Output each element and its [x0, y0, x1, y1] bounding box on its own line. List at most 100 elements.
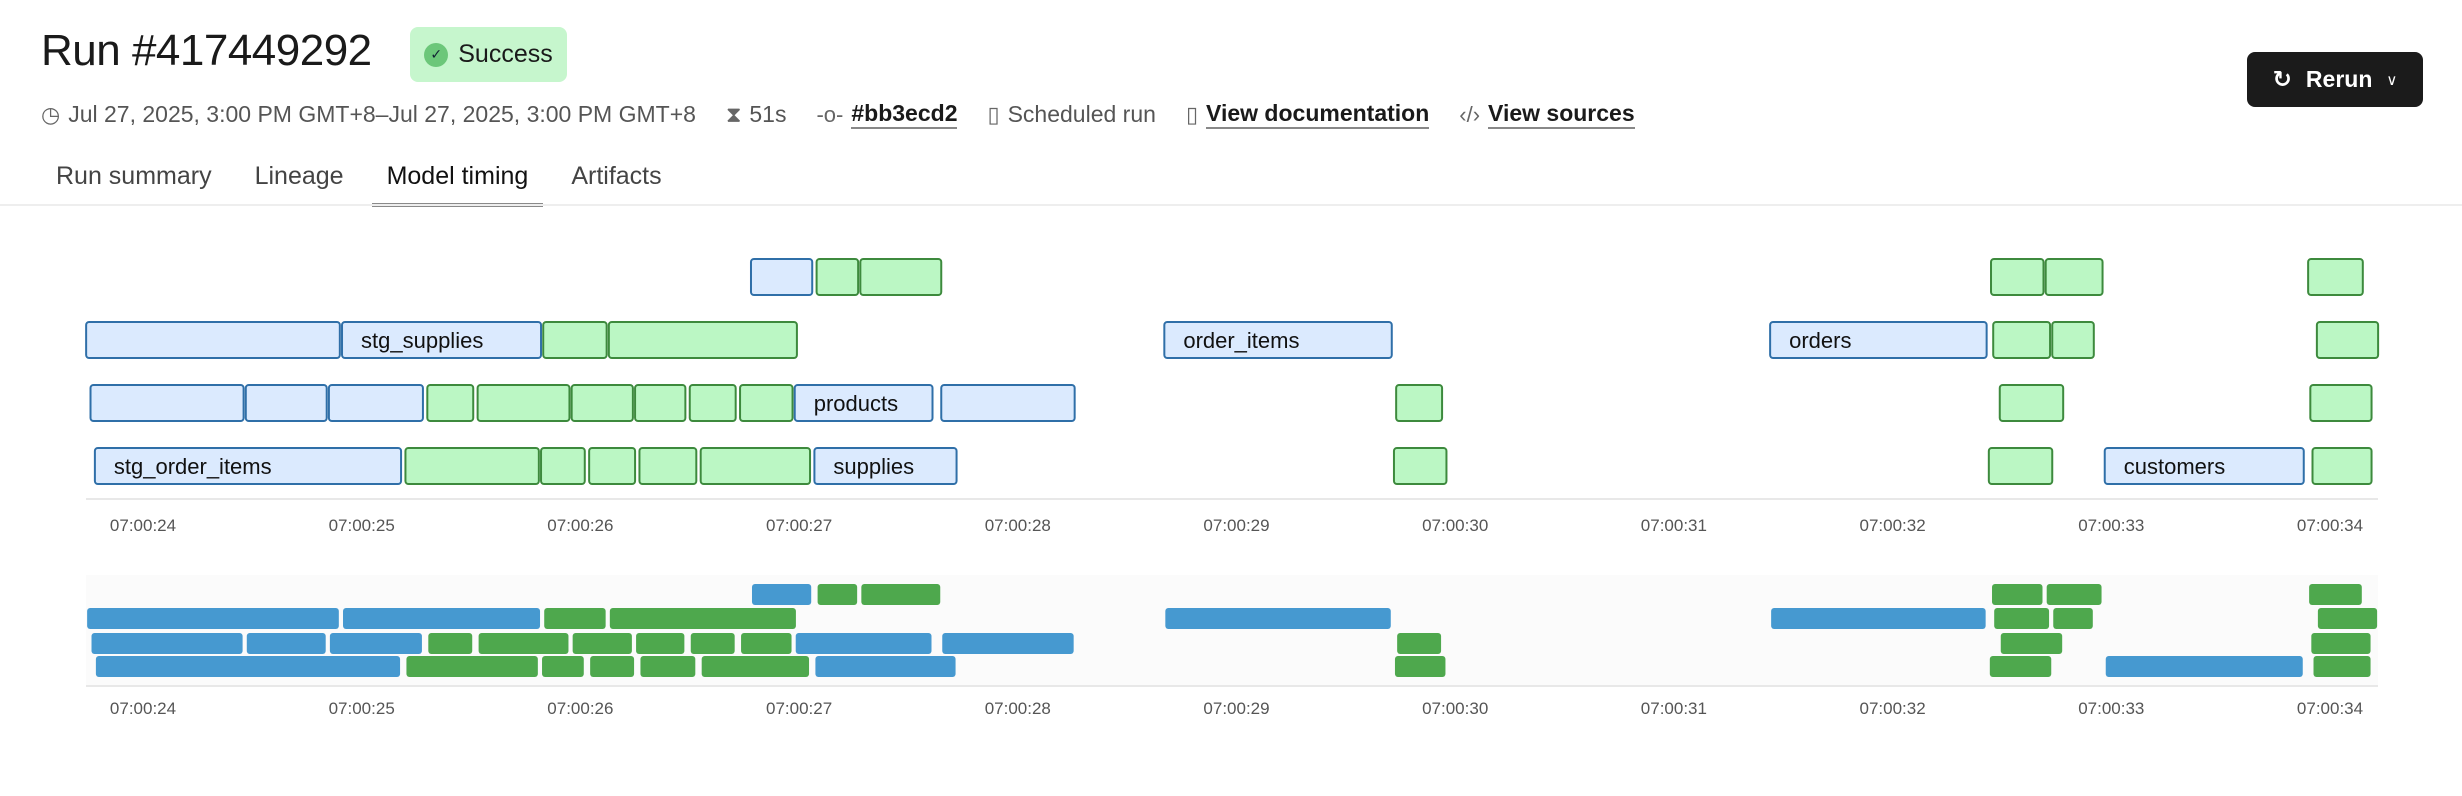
minimap-test-bar: [478, 633, 569, 654]
minimap-model-bar: [95, 656, 401, 677]
model-bar[interactable]: [813, 447, 958, 485]
test-bar[interactable]: [2044, 258, 2104, 296]
test-bar[interactable]: [588, 447, 637, 485]
model-bar[interactable]: [2103, 447, 2305, 485]
minimap-model-bar: [942, 633, 1074, 654]
model-bar[interactable]: [1163, 321, 1393, 359]
test-bar[interactable]: [1990, 258, 2045, 296]
tick-label: 07:00:30: [1422, 516, 1488, 535]
model-bar[interactable]: [89, 384, 245, 422]
minimap-tick-label: 07:00:24: [110, 699, 176, 718]
view-documentation-link[interactable]: View documentation: [1206, 100, 1430, 129]
minimap-tick-label: 07:00:27: [766, 699, 832, 718]
axis-line: [86, 498, 2378, 500]
minimap-model-bar: [329, 633, 422, 654]
test-bar[interactable]: [1987, 447, 2054, 485]
tick-label: 07:00:32: [1860, 516, 1926, 535]
test-bar[interactable]: [1395, 384, 1444, 422]
test-bar[interactable]: [2309, 384, 2373, 422]
model-bar[interactable]: [244, 384, 328, 422]
check-circle-icon: ✓: [424, 42, 449, 67]
minimap-test-bar: [1397, 633, 1442, 654]
tick-label: 07:00:28: [985, 516, 1051, 535]
bar-label: stg_supplies: [361, 328, 483, 353]
test-bar[interactable]: [542, 321, 608, 359]
rerun-label: Rerun: [2305, 66, 2373, 92]
status-label: Success: [458, 40, 553, 68]
minimap-tick-label: 07:00:26: [547, 699, 613, 718]
model-bar[interactable]: [793, 384, 934, 422]
minimap-test-bar: [817, 584, 858, 605]
minimap-test-bar: [2317, 608, 2378, 629]
tick-label: 07:00:34: [2297, 516, 2363, 535]
run-metadata: ◷ Jul 27, 2025, 3:00 PM GMT+8–Jul 27, 202…: [41, 100, 1665, 129]
bar-label: order_items: [1183, 328, 1299, 353]
tick-label: 07:00:24: [110, 516, 176, 535]
tick-label: 07:00:33: [2078, 516, 2144, 535]
minimap-tick-label: 07:00:25: [329, 699, 395, 718]
trigger: Scheduled run: [1007, 101, 1156, 127]
commit-link[interactable]: #bb3ecd2: [851, 100, 958, 129]
minimap-test-bar: [2053, 608, 2093, 629]
test-bar[interactable]: [815, 258, 860, 296]
tab-artifacts[interactable]: Artifacts: [571, 162, 662, 190]
tab-lineage[interactable]: Lineage: [254, 162, 344, 190]
test-bar[interactable]: [570, 384, 634, 422]
test-bar[interactable]: [859, 258, 943, 296]
minimap-tick-label: 07:00:34: [2297, 699, 2363, 718]
test-bar[interactable]: [540, 447, 586, 485]
calendar-icon: ▯: [987, 101, 1000, 127]
tick-label: 07:00:26: [547, 516, 613, 535]
minimap-test-bar: [542, 656, 584, 677]
test-bar[interactable]: [2307, 258, 2364, 296]
test-bar[interactable]: [2311, 447, 2373, 485]
minimap-model-bar: [2105, 656, 2303, 677]
minimap-test-bar: [2046, 584, 2102, 605]
test-bar[interactable]: [638, 447, 698, 485]
test-bar[interactable]: [1998, 384, 2065, 422]
code-icon: ‹/›: [1459, 101, 1481, 127]
test-bar[interactable]: [607, 321, 798, 359]
model-bar[interactable]: [749, 258, 814, 296]
bar-label: products: [814, 391, 898, 416]
status-badge: ✓ Success: [410, 27, 567, 82]
test-bar[interactable]: [688, 384, 737, 422]
model-bar[interactable]: [341, 321, 543, 359]
test-bar[interactable]: [2051, 321, 2095, 359]
test-bar[interactable]: [1392, 447, 1448, 485]
minimap-model-bar: [795, 633, 932, 654]
model-bar[interactable]: [93, 447, 403, 485]
model-bar[interactable]: [940, 384, 1076, 422]
tick-label: 07:00:25: [329, 516, 395, 535]
minimap-model-bar: [815, 656, 956, 677]
minimap-tick-label: 07:00:33: [2078, 699, 2144, 718]
test-bar[interactable]: [739, 384, 794, 422]
header-divider: [0, 204, 2462, 206]
chevron-down-icon[interactable]: ∨: [2386, 71, 2398, 89]
minimap-test-bar: [2000, 633, 2063, 654]
minimap-test-bar: [1394, 656, 1446, 677]
hourglass-icon: ⧗: [725, 101, 742, 127]
test-bar[interactable]: [634, 384, 687, 422]
view-sources-link[interactable]: View sources: [1488, 100, 1635, 129]
minimap-model-bar: [1771, 608, 1986, 629]
minimap-test-bar: [406, 656, 538, 677]
tick-label: 07:00:31: [1641, 516, 1707, 535]
tick-label: 07:00:29: [1203, 516, 1269, 535]
bar-label: orders: [1789, 328, 1851, 353]
model-bar[interactable]: [327, 384, 424, 422]
test-bar[interactable]: [699, 447, 812, 485]
model-bar[interactable]: [1769, 321, 1988, 359]
test-bar[interactable]: [1992, 321, 2052, 359]
rerun-button[interactable]: ↻ Rerun ∨: [2247, 52, 2423, 107]
test-bar[interactable]: [404, 447, 540, 485]
model-bar[interactable]: [85, 321, 341, 359]
tab-run-summary[interactable]: Run summary: [56, 162, 212, 190]
test-bar[interactable]: [476, 384, 571, 422]
test-bar[interactable]: [2315, 321, 2380, 359]
page-title: Run #417449292: [41, 26, 372, 75]
minimap-test-bar: [1992, 584, 2043, 605]
test-bar[interactable]: [426, 384, 475, 422]
minimap-model-bar: [751, 584, 812, 605]
